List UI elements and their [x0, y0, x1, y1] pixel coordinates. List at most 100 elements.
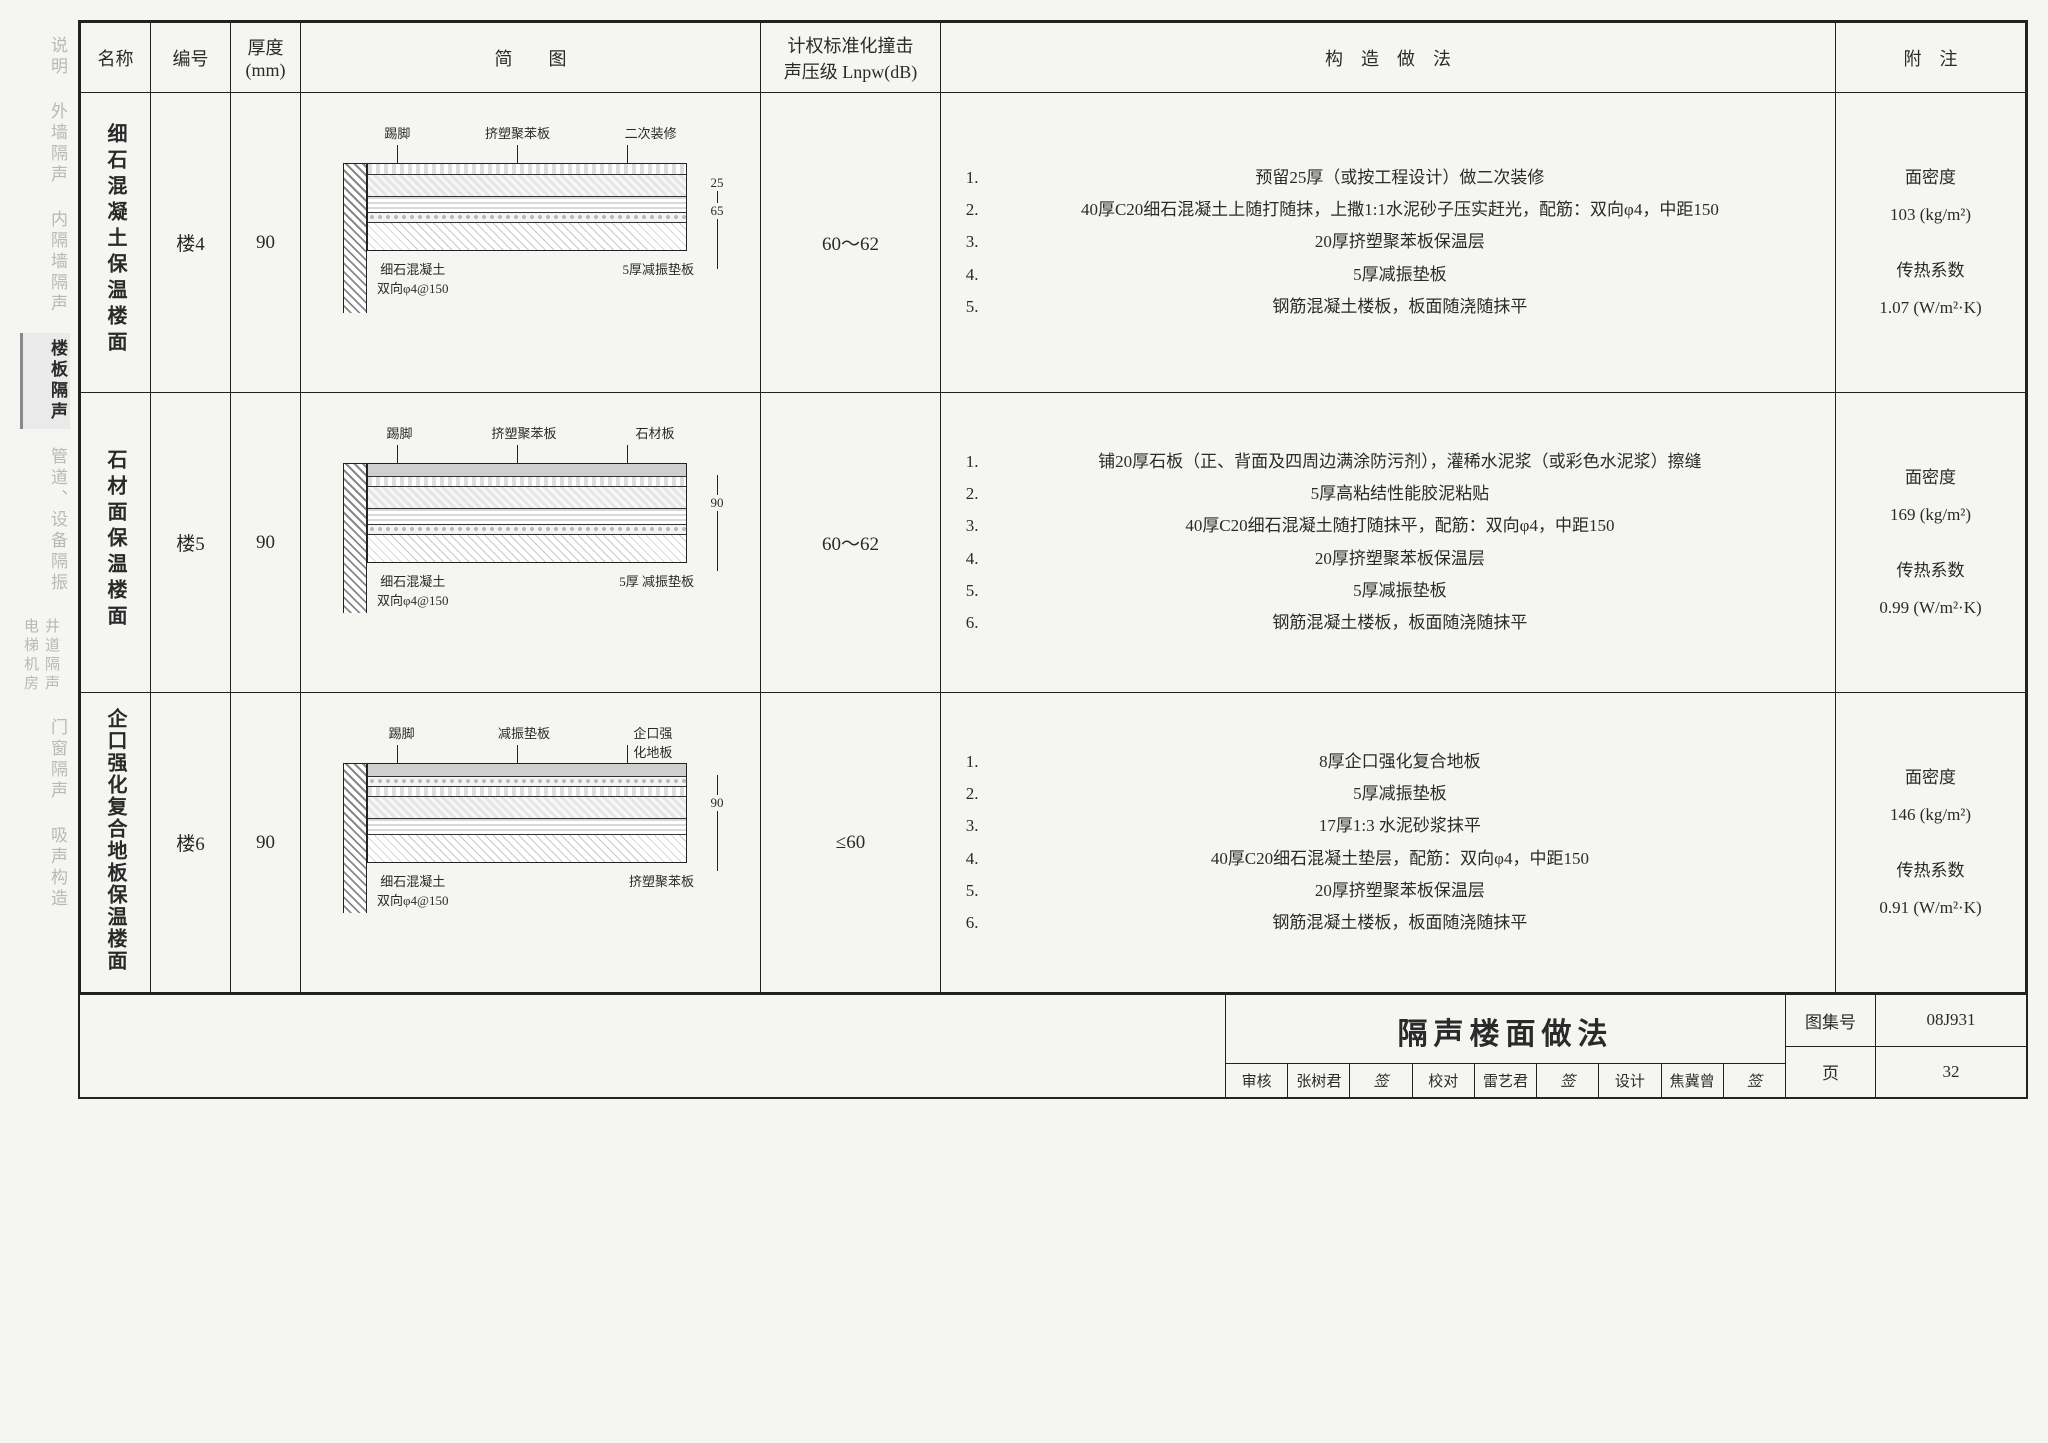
- k-label: 传热系数: [1846, 252, 2015, 289]
- diagram-label: 细石混凝土 双向φ4@150: [377, 571, 448, 609]
- side-tab-0[interactable]: 说明: [20, 30, 70, 84]
- density-value: 103 (kg/m²): [1846, 196, 2015, 233]
- construction-step: 20厚挤塑聚苯板保温层: [983, 543, 1817, 575]
- footer-block: 隔声楼面做法 审核 张树君 签 校对 雷艺君 签 设计 焦冀曾 签 图集号 页: [80, 993, 2026, 1097]
- page: 说明 外墙隔声 内隔墙隔声 楼板隔声 管道、设备隔振 电梯机房 井道隔声 门窗隔…: [20, 20, 2028, 1099]
- construction-step: 5厚高粘结性能胶泥粘贴: [983, 478, 1817, 510]
- cell-name: 石材面保温楼面: [81, 393, 151, 693]
- side-tab-2[interactable]: 内隔墙隔声: [20, 204, 70, 321]
- dim-label: 90: [700, 795, 734, 811]
- cell-lnpw: ≤60: [761, 693, 941, 993]
- cell-code: 楼4: [151, 93, 231, 393]
- table-row: 企口强化复合地板保温楼面 楼6 90 踢脚 减振垫板 企口强 化地板: [81, 693, 2026, 993]
- k-value: 0.91 (W/m²·K): [1846, 889, 2015, 926]
- cell-diagram: 踢脚 减振垫板 企口强 化地板: [301, 693, 761, 993]
- construction-step: 40厚C20细石混凝土上随打随抹，上撒1:1水泥砂子压实赶光，配筋：双向φ4，中…: [983, 194, 1817, 226]
- k-label: 传热系数: [1846, 852, 2015, 889]
- diagram-label: 细石混凝土 双向φ4@150: [377, 871, 448, 909]
- density-label: 面密度: [1846, 159, 2015, 196]
- construction-step: 20厚挤塑聚苯板保温层: [983, 875, 1817, 907]
- drawing-title: 隔声楼面做法: [1226, 995, 1785, 1064]
- sig-mark: 签: [1724, 1064, 1785, 1097]
- table-row: 石材面保温楼面 楼5 90 踢脚 挤塑聚苯板 石材板: [81, 393, 2026, 693]
- cell-code: 楼5: [151, 393, 231, 693]
- sig-mark: 签: [1350, 1064, 1412, 1097]
- construction-step: 钢筋混凝土楼板，板面随浇随抹平: [983, 291, 1817, 323]
- diagram-label: 细石混凝土 双向φ4@150: [377, 259, 448, 297]
- meta-values: 08J931 32: [1876, 995, 2026, 1097]
- cell-name: 细石混凝土保温楼面: [81, 93, 151, 393]
- density-label: 面密度: [1846, 459, 2015, 496]
- cell-thickness: 90: [231, 93, 301, 393]
- dim-label: 90: [700, 495, 734, 511]
- page-label: 页: [1786, 1047, 1875, 1098]
- k-value: 1.07 (W/m²·K): [1846, 289, 2015, 326]
- construction-step: 5厚减振垫板: [983, 259, 1817, 291]
- side-tab-6[interactable]: 电梯机房: [20, 612, 41, 700]
- side-tab-7[interactable]: 门窗隔声: [20, 712, 70, 808]
- diagram-label: 踢脚: [386, 423, 412, 445]
- construction-step: 钢筋混凝土楼板，板面随浇随抹平: [983, 607, 1817, 639]
- cell-construction: 预留25厚（或按工程设计）做二次装修 40厚C20细石混凝土上随打随抹，上撒1:…: [941, 93, 1836, 393]
- diagram-label: 挤塑聚苯板: [491, 423, 556, 445]
- cell-thickness: 90: [231, 693, 301, 993]
- construction-step: 5厚减振垫板: [983, 778, 1817, 810]
- cell-diagram: 踢脚 挤塑聚苯板 二次装修: [301, 93, 761, 393]
- construction-step: 17厚1:3 水泥砂浆抹平: [983, 810, 1817, 842]
- cell-notes: 面密度 103 (kg/m²) 传热系数 1.07 (W/m²·K): [1836, 93, 2026, 393]
- construction-step: 预留25厚（或按工程设计）做二次装修: [983, 162, 1817, 194]
- section-diagram: 踢脚 挤塑聚苯板 二次装修: [307, 123, 754, 363]
- atlas-value: 08J931: [1876, 995, 2026, 1047]
- construction-step: 钢筋混凝土楼板，板面随浇随抹平: [983, 907, 1817, 939]
- meta-labels: 图集号 页: [1786, 995, 1876, 1097]
- th-name: 名称: [81, 23, 151, 93]
- sig-name: 焦冀曾: [1662, 1064, 1724, 1097]
- footer-blank: [80, 995, 1226, 1097]
- construction-step: 40厚C20细石混凝土垫层，配筋：双向φ4，中距150: [983, 843, 1817, 875]
- signature-line: 审核 张树君 签 校对 雷艺君 签 设计 焦冀曾 签: [1226, 1064, 1785, 1097]
- cell-construction: 铺20厚石板（正、背面及四周边满涂防污剂），灌稀水泥浆（或彩色水泥浆）擦缝 5厚…: [941, 393, 1836, 693]
- sig-name: 张树君: [1288, 1064, 1350, 1097]
- cell-lnpw: 60～62: [761, 393, 941, 693]
- side-tab-1[interactable]: 外墙隔声: [20, 96, 70, 192]
- sig-role: 审核: [1226, 1064, 1288, 1097]
- cell-code: 楼6: [151, 693, 231, 993]
- side-tab-5[interactable]: 井道隔声: [41, 612, 62, 700]
- diagram-label: 5厚减振垫板: [622, 259, 694, 297]
- cell-notes: 面密度 169 (kg/m²) 传热系数 0.99 (W/m²·K): [1836, 393, 2026, 693]
- th-notes: 附 注: [1836, 23, 2026, 93]
- th-lnpw: 计权标准化撞击 声压级 Lnpw(dB): [761, 23, 941, 93]
- diagram-label: 企口强 化地板: [633, 723, 672, 745]
- construction-step: 20厚挤塑聚苯板保温层: [983, 226, 1817, 258]
- diagram-label: 踢脚: [384, 123, 410, 145]
- dim-label: 25: [700, 175, 734, 191]
- th-construction: 构 造 做 法: [941, 23, 1836, 93]
- diagram-label: 踢脚: [389, 723, 415, 745]
- construction-step: 5厚减振垫板: [983, 575, 1817, 607]
- table-body: 细石混凝土保温楼面 楼4 90 踢脚 挤塑聚苯板 二次装修: [81, 93, 2026, 993]
- diagram-label: 5厚 减振垫板: [619, 571, 694, 609]
- sig-name: 雷艺君: [1475, 1064, 1537, 1097]
- section-diagram: 踢脚 挤塑聚苯板 石材板: [307, 423, 754, 663]
- construction-step: 铺20厚石板（正、背面及四周边满涂防污剂），灌稀水泥浆（或彩色水泥浆）擦缝: [983, 446, 1817, 478]
- side-tab-3[interactable]: 楼板隔声: [20, 333, 70, 429]
- density-value: 146 (kg/m²): [1846, 796, 2015, 833]
- dim-label: 65: [700, 203, 734, 219]
- side-tab-8[interactable]: 吸声构造: [20, 820, 70, 916]
- th-thickness: 厚度 (mm): [231, 23, 301, 93]
- atlas-label: 图集号: [1786, 995, 1875, 1047]
- density-label: 面密度: [1846, 759, 2015, 796]
- cell-name: 企口强化复合地板保温楼面: [81, 693, 151, 993]
- cell-diagram: 踢脚 挤塑聚苯板 石材板: [301, 393, 761, 693]
- sig-role: 设计: [1599, 1064, 1661, 1097]
- sig-mark: 签: [1537, 1064, 1599, 1097]
- side-tab-4[interactable]: 管道、设备隔振: [20, 441, 70, 600]
- construction-step: 40厚C20细石混凝土随打随抹平，配筋：双向φ4，中距150: [983, 510, 1817, 542]
- spec-table: 名称 编号 厚度 (mm) 简 图 计权标准化撞击 声压级 Lnpw(dB) 构…: [80, 22, 2026, 993]
- diagram-label: 二次装修: [625, 123, 677, 145]
- k-label: 传热系数: [1846, 552, 2015, 589]
- table-header-row: 名称 编号 厚度 (mm) 简 图 计权标准化撞击 声压级 Lnpw(dB) 构…: [81, 23, 2026, 93]
- diagram-label: 石材板: [635, 423, 674, 445]
- table-row: 细石混凝土保温楼面 楼4 90 踢脚 挤塑聚苯板 二次装修: [81, 93, 2026, 393]
- construction-step: 8厚企口强化复合地板: [983, 746, 1817, 778]
